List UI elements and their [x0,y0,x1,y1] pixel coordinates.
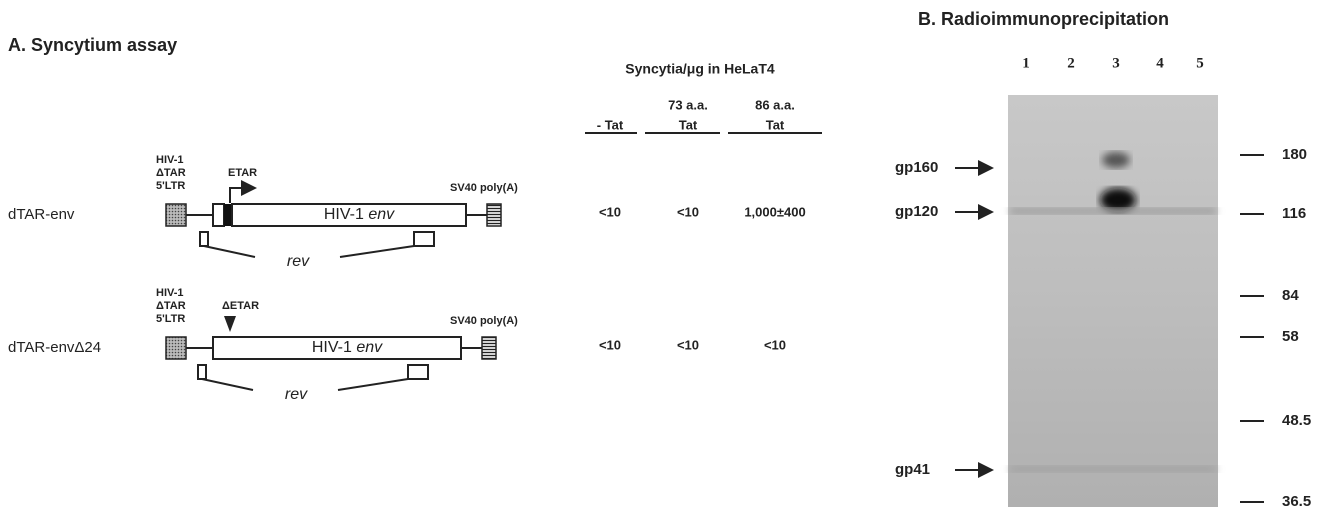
assay-value: <10 [599,204,621,219]
marker-label: 116 [1282,205,1306,222]
marker-label: 48.5 [1282,412,1311,429]
assay-value: <10 [599,337,621,352]
gene-prefix: HIV-1 [312,339,352,356]
panel-title: B. Radioimmunoprecipitation [918,9,1169,29]
ltr-label: ΔTAR [156,300,186,312]
gel-band [1102,152,1130,168]
promoter-label: ΔETAR [222,300,259,312]
gene-prefix: HIV-1 [324,206,364,223]
lane-label: 3 [1112,55,1120,71]
column-header: 73 a.a. [668,97,708,112]
polya-label: SV40 poly(A) [450,182,518,194]
rev-exon [408,365,428,379]
marker-label: 84 [1282,287,1299,304]
assay-value: <10 [764,337,786,352]
panel-title: A. Syncytium assay [8,35,177,55]
column-header: Tat [679,117,698,132]
rev-exon [414,232,434,246]
rev-label: rev [285,386,308,403]
column-header: 86 a.a. [755,97,795,112]
lane-label: 5 [1196,55,1204,71]
band-label: gp120 [895,203,938,220]
column-header: - Tat [597,117,624,132]
gene-name: env [368,206,395,223]
polya-label: SV40 poly(A) [450,315,518,327]
ltr-label: 5'LTR [156,180,185,192]
lane-label: 4 [1156,55,1164,71]
assay-value: <10 [677,337,699,352]
polya-box [482,337,496,359]
gene-name: env [356,339,383,356]
gel-band [1010,466,1216,472]
ltr-label: ΔTAR [156,167,186,179]
polya-box [487,204,501,226]
promoter-arrow [230,188,255,203]
marker-label: 36.5 [1282,493,1311,507]
promoter-label: ETAR [228,167,257,179]
rev-exon [200,232,208,246]
gene-label: HIV-1 env [312,339,383,356]
table-title: Syncytia/μg in HeLaT4 [625,61,775,77]
panel-a: A. Syncytium assay Syncytia/μg in HeLaT4 -… [8,35,822,403]
etar-box [224,204,232,226]
construct-name: dTAR-envΔ24 [8,339,101,356]
ltr-box [166,204,186,226]
gene-label: HIV-1 env [324,206,395,223]
column-header: Tat [766,117,785,132]
assay-value: 1,000±400 [744,204,805,219]
gel-band [1010,208,1216,214]
panel-b: B. Radioimmunoprecipitation 1 2 3 4 5 gp160 gp1… [895,9,1311,507]
rev-label: rev [287,253,310,270]
lane-label: 1 [1022,55,1030,71]
marker-label: 58 [1282,328,1299,345]
lane-label: 2 [1067,55,1075,71]
ltr-box [166,337,186,359]
rev-exon [198,365,206,379]
deletion-mark [224,316,236,332]
assay-value: <10 [677,204,699,219]
leader-box [213,204,224,226]
figure: A. Syncytium assay Syncytia/μg in HeLaT4 -… [0,0,1336,507]
band-label: gp160 [895,159,938,176]
ltr-label: HIV-1 [156,287,184,299]
construct-name: dTAR-env [8,206,75,223]
marker-label: 180 [1282,146,1307,163]
ltr-label: 5'LTR [156,313,185,325]
band-label: gp41 [895,461,930,478]
ltr-label: HIV-1 [156,154,184,166]
